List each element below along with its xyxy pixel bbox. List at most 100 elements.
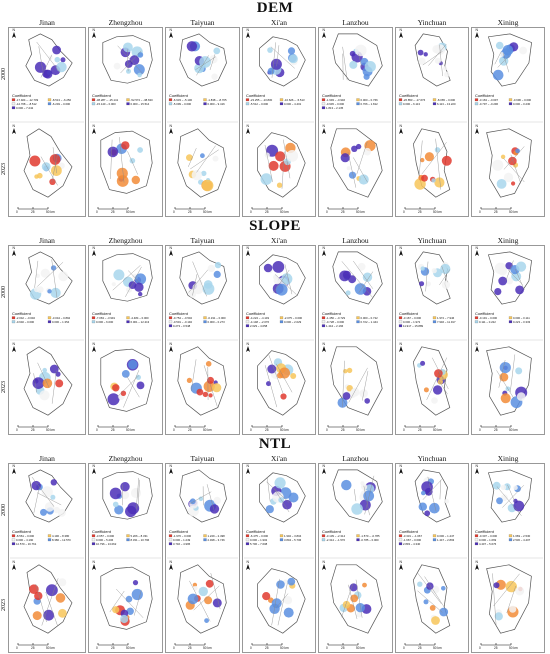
coefficient-patch [419,281,425,287]
legend-entry: 4.190 ~ 8.380 [52,534,70,538]
scale-label: 0 [250,428,252,432]
coefficient-patch [515,586,525,596]
city-name: Jinan [39,454,55,463]
coefficient-patch [136,381,145,390]
coefficient-patch [186,377,192,383]
legend-entry: -26.853 ~ -17.676 [403,98,426,102]
north-arrow-icon [12,564,16,570]
north-label: N [400,464,403,468]
legend-swatch [91,316,96,320]
legend-entry: -23.255 ~ -13.830 [250,98,273,102]
scale-label: 0 [96,428,98,432]
north-arrow-icon [169,128,173,134]
legend-swatch [11,98,16,102]
coefficient-patch [444,498,450,504]
legend-entry: -0.307 ~ 0.000 [479,534,498,538]
coefficient-patch [34,591,43,601]
scale-label: 50 km [46,646,55,650]
north-arrow-icon [322,468,326,474]
legend-swatch [245,542,250,546]
coefficient-patch [515,367,523,375]
city-panel: N Coefficient-6.933 ~ -5.100 -1.838 ~ -8.7… [165,27,240,217]
coefficient-patch [506,277,514,285]
legend-swatch [356,538,360,542]
coefficient-patch [434,177,445,188]
coefficient-patch [264,152,270,158]
legend-entry: 0.000 ~ 9.416 [208,102,226,106]
legend-swatch [508,320,513,324]
legend-swatch [356,98,360,102]
coefficient-patch [287,47,296,55]
coefficient-patch [513,485,518,490]
scale-label: 0 [16,428,18,432]
north-arrow-icon [246,32,250,38]
coefficient-patch [58,509,66,517]
coefficient-patch [35,273,40,278]
scale-label: 25 [341,210,345,214]
scale-label: 50 km [280,210,289,214]
legend-swatch [91,320,96,324]
north-label: N [93,464,96,468]
legend-entry: 0.223 ~ 0.333 [513,320,531,324]
coefficient-patch [280,393,287,400]
coefficient-patch [268,160,279,171]
legend-entry: 12.570 ~ 16.761 [16,542,37,546]
district-boundary [354,489,357,502]
north-label: N [323,464,326,468]
coefficient-patch [441,155,452,166]
legend-swatch [398,534,403,538]
legend-swatch [47,538,52,542]
legend-swatch [203,102,207,106]
legend-swatch [321,102,326,106]
legend-entry: -2.314 ~ -1.570 [326,538,345,542]
district-boundary [496,486,522,516]
district-boundary [116,588,144,618]
legend-swatch [279,534,284,538]
legend-swatch [203,98,207,102]
coefficient-patch [209,504,220,514]
north-arrow-icon [475,468,479,474]
coefficient-patch [40,268,50,278]
legend-swatch [474,98,479,102]
coefficient-patch [135,374,141,380]
legend-swatch [474,542,479,546]
legend-entry: -1.570 ~ -0.785 [361,534,380,538]
coefficient-patch [33,378,39,384]
coefficient-patch [355,603,365,613]
coefficient-patch [505,580,517,593]
legend-entry: 0.273 ~ 0.548 [173,324,191,328]
city-panel: N Coefficient-23.255 ~ -13.830 -10.626 ~ -… [242,27,316,217]
district-boundary [192,274,198,296]
legend-entry: -4.148 ~ -2.076 [250,320,269,324]
city-name: Lanzhou [342,236,369,245]
north-label: N [476,464,479,468]
legend-swatch [508,98,513,102]
year-label: 2000 [1,68,7,80]
legend-title: Coefficient [169,93,189,98]
district-boundary [41,578,59,626]
coefficient-patch [130,487,142,499]
north-arrow-icon [246,346,250,352]
north-label: N [93,124,96,128]
north-label: N [400,246,403,250]
coefficient-patch [213,270,221,278]
legend-swatch [321,534,326,538]
coefficient-patch [424,487,433,496]
legend-swatch [11,534,16,538]
legend-entry: -4.224 ~ -4.149 [250,316,269,320]
coefficient-patch [58,608,67,618]
scale-label: 0 [173,428,175,432]
coefficient-patch [276,580,285,589]
district-boundary [127,151,138,175]
coefficient-patch [498,266,508,276]
city-panel: N Coefficient-1.993 ~ -0.946 0.000 ~ 0.766… [318,27,393,217]
coefficient-patch [111,282,116,287]
legend-title: Coefficient [246,93,266,98]
legend-entry: -52.574 ~ -38.630 [131,98,154,102]
legend-entry: -3.139 ~ -2.314 [326,534,345,538]
legend-swatch [398,324,403,328]
coefficient-patch [128,359,138,370]
scale-label: 25 [188,646,192,650]
north-arrow-icon [12,468,16,474]
region-outline [177,346,227,416]
